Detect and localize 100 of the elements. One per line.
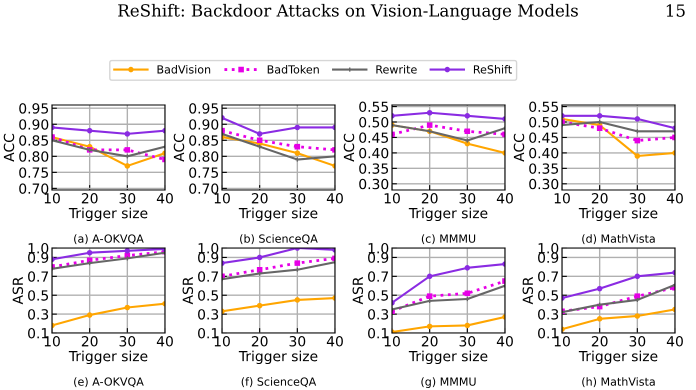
x-tick-label: 20 [592,336,608,347]
x-axis-title: Trigger size [578,208,658,222]
x-tick-label: 30 [290,193,306,204]
x-tick-label: 40 [156,193,173,204]
x-tick-label: 30 [120,336,136,347]
text: 15 [666,4,685,17]
y-tick-label: 0.3 [368,309,388,320]
y-tick-label: 0.55 [529,102,558,112]
x-tick-label: 40 [496,336,513,347]
x-tick-label: 40 [496,193,513,204]
y-tick-label: 0.9 [538,252,558,263]
x-tick-label: 40 [666,193,683,204]
y-axis-title: ASR [12,276,24,304]
y-tick-label: 0.85 [19,135,48,146]
y-tick-label: 0.50 [529,116,558,128]
x-tick-label: 10 [214,193,230,204]
y-tick-label: 0.45 [529,132,558,143]
text: (g) MMMU [421,377,476,388]
text: (c) MMMU [422,234,476,244]
y-tick-label: 0.9 [28,252,48,263]
y-tick-label: 0.5 [538,290,558,301]
y-axis-title: ASR [352,276,364,304]
legend-label: Rewrite [376,65,417,74]
x-tick-label: 40 [156,336,173,347]
y-tick-label: 0.80 [189,151,218,162]
text: (f) ScienceQA [242,377,316,388]
x-tick-label: 20 [252,336,268,347]
y-tick-label: 0.50 [359,116,388,128]
y-tick-label: 0.7 [198,271,218,282]
x-tick-label: 20 [592,193,608,204]
legend-label: ReShift [474,65,512,74]
text: (b) ScienceQA [240,234,318,244]
x-axis-title: Trigger size [68,350,148,364]
y-tick-label: 0.9 [198,252,218,263]
text: (d) MathVista [582,234,655,244]
text: (h) MathVista [582,377,655,388]
x-axis-title: Trigger size [408,350,488,364]
y-tick-label: 0.70 [189,183,218,194]
y-tick-label: 0.1 [538,328,558,338]
y-tick-label: 0.30 [529,178,558,190]
y-tick-label: 0.95 [189,103,218,114]
x-tick-label: 10 [554,193,570,204]
y-tick-label: 0.30 [359,178,388,190]
x-tick-label: 30 [120,193,136,204]
y-tick-label: 0.40 [359,148,388,158]
x-axis-title: Trigger size [68,208,148,222]
y-tick-label: 0.7 [368,271,388,282]
x-tick-label: 20 [82,336,98,347]
x-tick-label: 40 [326,336,343,347]
y-tick-label: 0.75 [19,167,48,178]
x-tick-label: 30 [460,336,476,347]
legend-label: BadToken [268,65,319,74]
y-axis-title: ASR [522,276,534,304]
x-tick-label: 40 [326,193,343,204]
x-axis-title: Trigger size [238,208,318,222]
y-tick-label: 0.5 [368,290,388,301]
y-tick-label: 0.3 [198,309,218,320]
y-tick-label: 0.45 [359,132,388,143]
y-tick-label: 0.90 [189,119,218,130]
x-tick-label: 20 [422,193,438,204]
x-axis-title: Trigger size [578,350,658,364]
y-tick-label: 0.7 [28,271,48,282]
y-tick-label: 0.80 [19,151,48,162]
y-tick-label: 0.75 [189,167,218,178]
x-tick-label: 20 [422,336,438,347]
y-tick-label: 0.5 [28,290,48,301]
x-tick-label: 40 [666,336,683,347]
y-tick-label: 0.3 [538,309,558,320]
text: (a) A-OKVQA [74,234,144,244]
x-tick-label: 30 [460,193,476,204]
y-tick-label: 0.9 [368,252,388,263]
text: ReShift: Backdoor Attacks on Vision-Language Models [118,4,578,20]
y-tick-label: 0.5 [198,290,218,301]
x-tick-label: 10 [384,336,400,347]
y-tick-label: 0.95 [19,103,48,114]
y-tick-label: 0.35 [359,163,388,174]
x-tick-label: 30 [290,336,306,347]
y-tick-label: 0.85 [189,135,218,146]
y-tick-label: 0.3 [28,309,48,320]
x-tick-label: 30 [630,193,646,204]
y-axis-title: ACC [4,134,14,162]
legend-label: BadVision [158,65,210,74]
x-tick-label: 10 [214,336,230,347]
x-axis-title: Trigger size [238,350,318,364]
y-axis-title: ACC [514,134,524,162]
x-tick-label: 10 [44,336,60,347]
y-axis-title: ACC [344,134,354,162]
y-tick-label: 0.1 [28,328,48,338]
x-axis-title: Trigger size [408,208,488,222]
y-axis-title: ACC [174,134,184,162]
y-tick-label: 0.70 [19,183,48,194]
x-tick-label: 30 [630,336,646,347]
x-tick-label: 10 [554,336,570,347]
y-tick-label: 0.7 [538,271,558,282]
text: (e) A-OKVQA [74,377,144,388]
y-tick-label: 0.1 [198,328,218,338]
y-tick-label: 0.35 [529,163,558,174]
y-tick-label: 0.55 [359,102,388,112]
y-tick-label: 0.40 [529,148,558,158]
x-tick-label: 10 [44,193,60,204]
